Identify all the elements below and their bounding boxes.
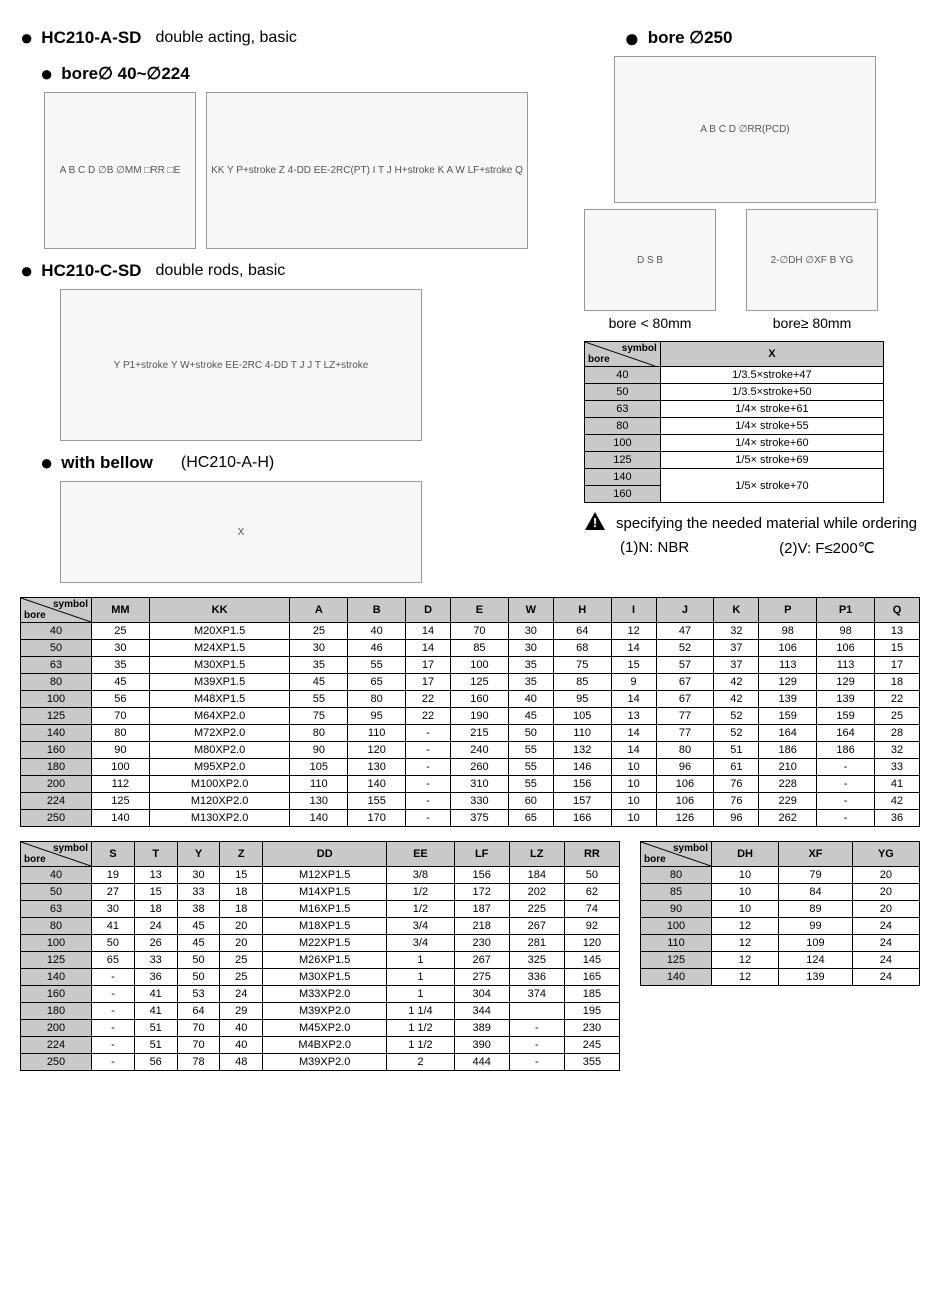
diagram-double-rods: Y P1+stroke Y W+stroke EE-2RC 4-DD T J J…	[60, 289, 422, 441]
diagram-side-view: KK Y P+stroke Z 4-DD EE-2RC(PT) I T J H+…	[206, 92, 528, 249]
caption-bore-ge80: bore≥ 80mm	[773, 315, 852, 331]
bullet-icon: ●	[624, 31, 640, 45]
diagram-block-b: 2-∅DH ∅XF B YG	[746, 209, 878, 311]
heading-bellow: ● with bellow (HC210-A-H)	[40, 453, 580, 473]
title-1: HC210-A-SD	[41, 28, 141, 48]
heading-hc210-a-sd: ● HC210-A-SD double acting, basic	[20, 28, 580, 48]
bullet-icon: ●	[20, 264, 33, 278]
heading-hc210-c-sd: ● HC210-C-SD double rods, basic	[20, 261, 580, 281]
subhead-bore-range: ● bore∅ 40~∅224	[40, 64, 580, 84]
title-2: HC210-C-SD	[41, 261, 141, 281]
title-1-sub: double acting, basic	[155, 29, 296, 47]
dimensions-table-2: symbolboreSTYZDDEELFLZRR 4019133015M12XP…	[20, 841, 620, 1071]
bullet-icon: ●	[40, 456, 53, 470]
heading-bore-250: ● bore ∅250	[624, 28, 924, 48]
bore-range: bore∅ 40~∅224	[61, 64, 189, 84]
note-text: specifying the needed material while ord…	[616, 515, 917, 532]
bullet-icon: ●	[20, 31, 33, 45]
diagram-bellow: X	[60, 481, 422, 583]
caption-bore-lt80: bore < 80mm	[609, 315, 692, 331]
col-x: X	[660, 342, 883, 367]
diagram-flange-250: A B C D ∅RR(PCD)	[614, 56, 876, 203]
title-2-sub: double rods, basic	[155, 262, 285, 280]
svg-text:!: !	[593, 515, 597, 530]
note-a: (1)N: NBR	[620, 539, 689, 557]
corner-header: symbol bore	[585, 342, 661, 367]
bore-250: bore ∅250	[648, 28, 733, 48]
dimensions-table-1: symbolboreMMKKABDEWHIJKPP1Q 4025M20XP1.5…	[20, 597, 920, 827]
x-formula-table: symbol bore X 401/3.5×stroke+47501/3.5×s…	[584, 341, 884, 503]
diagram-block-a: D S B	[584, 209, 716, 311]
diagram-end-view: A B C D ∅B ∅MM □RR □E	[44, 92, 196, 249]
warning-icon: !	[584, 511, 606, 535]
dimensions-table-3: symbolboreDHXFYG 80107920851084209010892…	[640, 841, 920, 986]
material-note: ! specifying the needed material while o…	[584, 511, 924, 557]
note-b: (2)V: F≤200℃	[779, 539, 874, 557]
title-3-paren: (HC210-A-H)	[181, 454, 274, 472]
bullet-icon: ●	[40, 67, 53, 81]
title-3: with bellow	[61, 453, 153, 473]
